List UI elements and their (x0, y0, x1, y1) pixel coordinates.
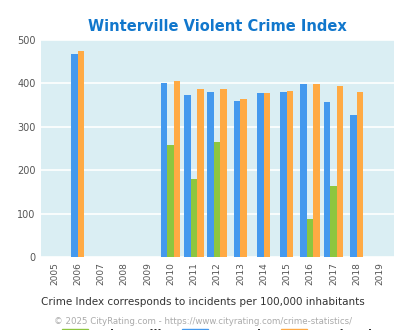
Bar (71, 53, 78, 257)
Legend: Winterville, Georgia, National: Winterville, Georgia, National (57, 324, 376, 330)
Bar (329, 185, 336, 257)
Text: © 2025 CityRating.com - https://www.cityrating.com/crime-statistics/: © 2025 CityRating.com - https://www.city… (54, 317, 351, 326)
Bar (184, 95, 190, 257)
Bar (256, 93, 263, 257)
Bar (300, 83, 306, 257)
Title: Winterville Violent Crime Index: Winterville Violent Crime Index (87, 19, 346, 34)
Bar (207, 92, 213, 257)
Bar (286, 90, 293, 257)
Bar (160, 83, 167, 257)
Bar (313, 84, 319, 257)
Bar (263, 93, 270, 257)
Bar (78, 51, 84, 257)
Bar (356, 92, 362, 257)
Bar (349, 115, 356, 257)
Text: Crime Index corresponds to incidents per 100,000 inhabitants: Crime Index corresponds to incidents per… (41, 297, 364, 307)
Bar (323, 102, 329, 257)
Bar (306, 219, 313, 257)
Bar (233, 101, 240, 257)
Bar (280, 92, 286, 257)
Bar (336, 86, 342, 257)
Bar (174, 82, 180, 257)
Bar (197, 89, 203, 257)
Bar (240, 99, 246, 257)
Bar (190, 179, 197, 257)
Bar (220, 89, 226, 257)
Bar (167, 145, 174, 257)
Bar (213, 142, 220, 257)
